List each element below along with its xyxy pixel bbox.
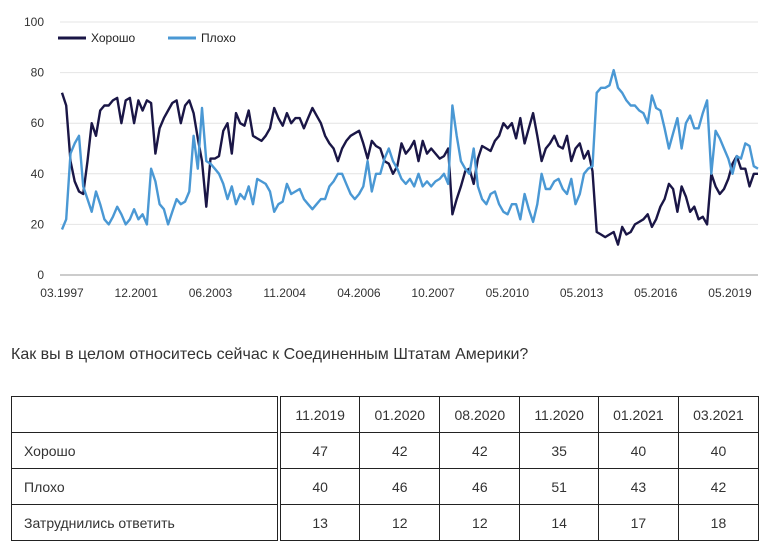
y-tick-label: 100 <box>24 15 44 29</box>
y-axis: 0 20 40 60 80 100 <box>24 15 44 282</box>
x-tick-label: 04.2006 <box>337 286 381 300</box>
y-tick-label: 60 <box>31 116 45 130</box>
series-line-good <box>60 92 758 246</box>
series-line-bad <box>60 68 759 230</box>
x-tick-label: 05.2019 <box>708 286 752 300</box>
row-label: Хорошо <box>11 432 281 469</box>
table-header-row: 11.2019 01.2020 08.2020 11.2020 01.2021 … <box>11 396 760 433</box>
table-row: Хорошо 47 42 42 35 40 40 <box>11 432 760 469</box>
table-header-cell: 01.2020 <box>359 396 441 433</box>
x-tick-label: 10.2007 <box>411 286 455 300</box>
table-cell: 18 <box>677 504 760 541</box>
table-cell: 46 <box>439 468 521 505</box>
x-tick-label: 05.2013 <box>560 286 604 300</box>
x-tick-label: 11.2004 <box>263 286 306 300</box>
x-tick-label: 03.1997 <box>40 286 84 300</box>
y-tick-label: 40 <box>31 167 45 181</box>
x-tick-label: 05.2016 <box>634 286 678 300</box>
table-cell: 51 <box>519 468 599 505</box>
x-axis: 03.1997 12.2001 06.2003 11.2004 04.2006 10.20… <box>40 286 752 300</box>
table-cell: 35 <box>519 432 599 469</box>
table-cell: 40 <box>278 468 361 505</box>
table-cell: 46 <box>359 468 441 505</box>
survey-question: Как вы в целом относитесь сейчас к Соеди… <box>11 346 529 363</box>
x-tick-label: 05.2010 <box>486 286 530 300</box>
table-header-cell: 08.2020 <box>439 396 521 433</box>
chart-legend: Хорошо Плохо <box>58 31 236 45</box>
chart-grid <box>60 21 758 276</box>
table-cell: 42 <box>359 432 441 469</box>
table-cell: 12 <box>359 504 441 541</box>
y-tick-label: 80 <box>31 66 45 80</box>
row-label: Затруднились ответить <box>11 504 281 541</box>
table-cell: 42 <box>439 432 521 469</box>
table-cell: 14 <box>519 504 599 541</box>
y-tick-label: 0 <box>37 268 44 282</box>
results-table: 11.2019 01.2020 08.2020 11.2020 01.2021 … <box>11 396 760 541</box>
table-cell: 47 <box>278 432 361 469</box>
table-cell: 40 <box>597 432 679 469</box>
table-cell: 40 <box>677 432 760 469</box>
table-row: Затруднились ответить 13 12 12 14 17 18 <box>11 504 760 541</box>
x-tick-label: 12.2001 <box>115 286 159 300</box>
table-cell: 13 <box>278 504 361 541</box>
table-row: Плохо 40 46 46 51 43 42 <box>11 468 760 505</box>
table-header-cell: 03.2021 <box>677 396 760 433</box>
row-label: Плохо <box>11 468 281 505</box>
y-tick-label: 20 <box>31 217 45 231</box>
table-cell: 43 <box>597 468 679 505</box>
legend-label-bad: Плохо <box>201 31 236 45</box>
table-cell: 12 <box>439 504 521 541</box>
table-header-cell: 01.2021 <box>597 396 679 433</box>
table-cell: 42 <box>677 468 760 505</box>
table-cell: 17 <box>597 504 679 541</box>
x-tick-label: 06.2003 <box>189 286 233 300</box>
table-header-cell: 11.2020 <box>519 396 599 433</box>
legend-label-good: Хорошо <box>91 31 136 45</box>
table-header-empty <box>11 396 281 433</box>
chart-series <box>60 68 759 246</box>
table-header-cell: 11.2019 <box>278 396 361 433</box>
line-chart: 0 20 40 60 80 100 03.1997 12.2001 06.2003 11.200… <box>24 15 759 300</box>
